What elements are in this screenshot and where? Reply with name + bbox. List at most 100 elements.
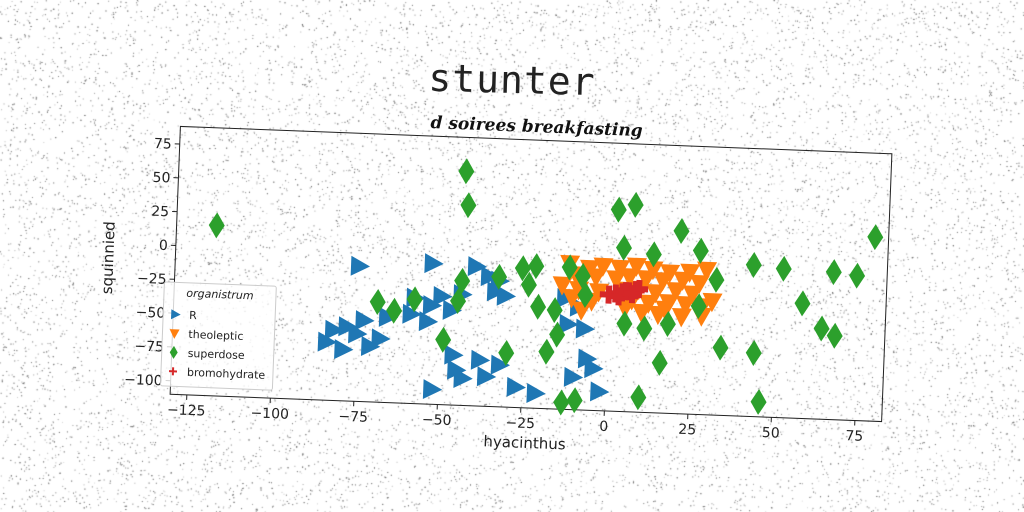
x-tick-label: 0 xyxy=(599,419,609,435)
data-point xyxy=(530,293,547,320)
data-point xyxy=(486,281,507,302)
data-point xyxy=(490,354,511,375)
y-axis-label: squinnied xyxy=(98,221,119,295)
data-point xyxy=(627,257,647,277)
data-point xyxy=(655,300,676,320)
data-point xyxy=(418,311,439,332)
data-point xyxy=(442,299,462,320)
legend-entry: theoleptic xyxy=(188,328,243,343)
data-point xyxy=(616,310,633,337)
data-point xyxy=(574,262,591,289)
x-tick-label: −25 xyxy=(505,415,535,432)
x-tick-label: −125 xyxy=(167,402,206,419)
data-point xyxy=(675,295,696,316)
data-point xyxy=(867,224,884,251)
data-point xyxy=(348,323,368,344)
data-point xyxy=(589,283,610,303)
y-tick-label: −75 xyxy=(134,338,164,355)
data-point xyxy=(338,316,358,337)
data-point xyxy=(651,349,668,376)
data-point xyxy=(496,285,517,306)
data-point xyxy=(690,293,707,320)
data-point xyxy=(577,282,594,309)
data-point xyxy=(422,379,443,400)
data-point xyxy=(616,234,632,261)
data-point xyxy=(402,303,422,324)
data-point xyxy=(577,348,598,369)
data-point xyxy=(659,310,676,337)
data-point xyxy=(552,276,573,296)
data-point xyxy=(636,315,653,342)
data-point xyxy=(538,338,555,365)
data-point xyxy=(643,260,664,281)
data-point xyxy=(424,253,444,274)
data-point xyxy=(645,241,662,268)
data-point xyxy=(825,259,842,286)
data-point xyxy=(528,253,545,280)
data-point xyxy=(794,290,811,317)
x-axis-label: hyacinthus xyxy=(483,432,566,453)
legend-marker xyxy=(169,345,178,359)
data-point xyxy=(638,294,659,314)
y-tick-label: 75 xyxy=(154,136,172,153)
data-point xyxy=(561,254,578,281)
legend-marker xyxy=(168,367,178,376)
x-tick-label: −75 xyxy=(338,409,368,426)
x-axis-ticks: −125 −100 −75 −50 −25 0 25 50 75 xyxy=(167,394,863,445)
data-point xyxy=(653,272,674,292)
data-point xyxy=(849,262,866,289)
data-point xyxy=(566,387,583,414)
y-tick-label: 0 xyxy=(159,238,169,254)
data-point xyxy=(520,271,537,298)
data-point xyxy=(682,285,703,305)
data-point xyxy=(324,319,345,340)
data-point xyxy=(708,266,725,293)
data-point xyxy=(454,267,471,294)
data-point xyxy=(460,192,477,219)
data-point xyxy=(208,212,225,239)
data-point xyxy=(750,388,767,415)
legend-marker xyxy=(170,309,181,320)
data-point xyxy=(480,266,501,287)
y-tick-label: −25 xyxy=(137,271,167,288)
data-point xyxy=(549,321,566,348)
x-tick-label: −100 xyxy=(250,405,289,422)
data-point xyxy=(697,261,718,281)
y-axis-ticks: 75 50 25 0 −25 −50 −75 −100 xyxy=(124,136,180,389)
data-point xyxy=(406,286,423,313)
data-point xyxy=(498,339,515,366)
data-point xyxy=(422,295,443,316)
data-point xyxy=(559,313,579,334)
data-point xyxy=(433,285,453,306)
data-point xyxy=(514,255,531,282)
data-point xyxy=(453,368,473,389)
data-point xyxy=(369,288,386,315)
data-point xyxy=(623,285,642,304)
data-point xyxy=(673,218,690,245)
x-tick-label: −50 xyxy=(422,412,452,429)
data-point xyxy=(590,381,610,402)
data-point xyxy=(712,334,729,361)
data-point xyxy=(444,344,464,365)
data-point xyxy=(360,336,381,357)
data-point xyxy=(619,268,640,288)
data-point xyxy=(506,376,526,397)
data-point xyxy=(562,288,583,309)
legend-entry: bromohydrate xyxy=(187,366,266,382)
data-point xyxy=(673,271,694,291)
data-point xyxy=(745,340,762,366)
data-point xyxy=(689,274,710,295)
data-point xyxy=(546,297,563,324)
data-point xyxy=(467,256,488,277)
data-point xyxy=(526,383,546,404)
y-tick-label: 25 xyxy=(151,204,169,221)
data-point xyxy=(458,158,475,185)
data-point xyxy=(386,297,403,324)
data-point xyxy=(610,259,631,279)
legend-title: organistrum xyxy=(186,287,254,303)
data-point xyxy=(355,310,375,331)
data-point xyxy=(813,315,830,342)
data-point xyxy=(378,306,399,327)
data-point xyxy=(593,257,614,277)
